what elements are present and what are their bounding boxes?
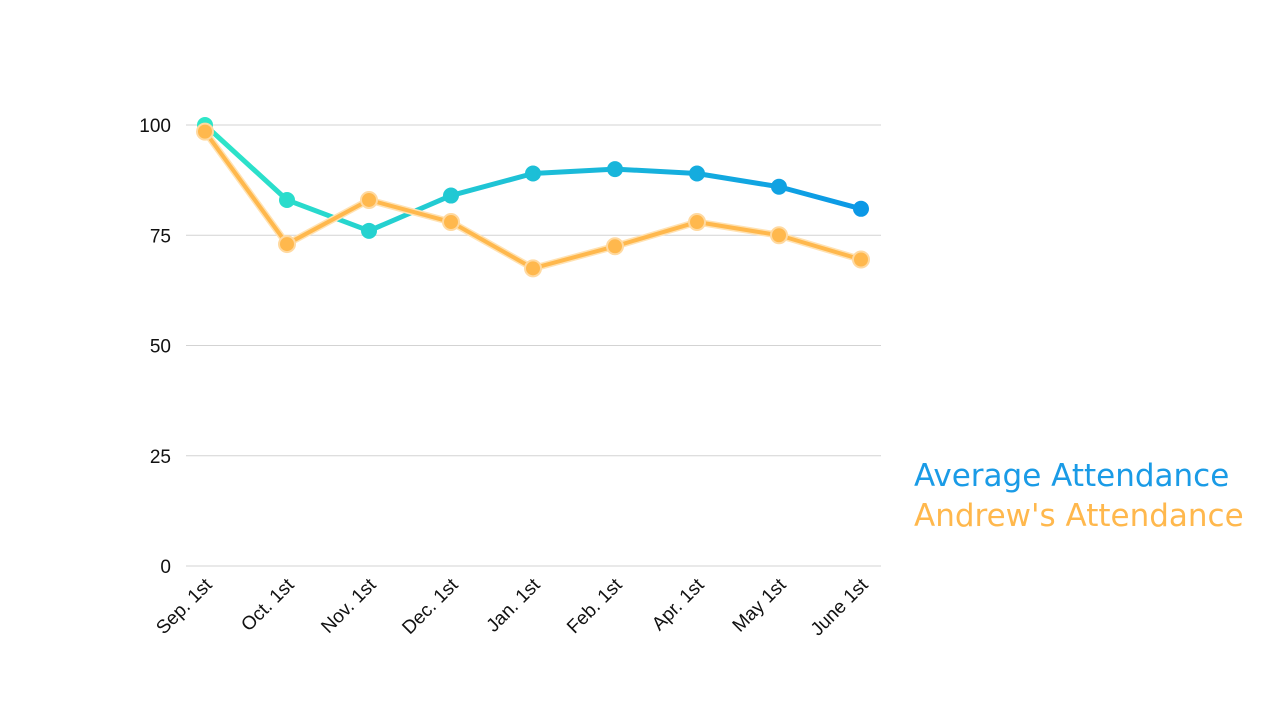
data-point-andrew-s-attendance bbox=[360, 190, 378, 209]
data-point-average-attendance bbox=[689, 165, 705, 182]
data-point-average-attendance bbox=[443, 187, 459, 204]
data-point-average-attendance bbox=[279, 191, 295, 208]
data-point-average-attendance bbox=[771, 178, 787, 195]
y-tick-label-75: 75 bbox=[150, 226, 171, 247]
data-point-average-attendance bbox=[525, 165, 541, 182]
x-tick-label: Dec. 1st bbox=[398, 574, 463, 639]
y-tick-label-50: 50 bbox=[150, 337, 171, 358]
x-tick-label: Feb. 1st bbox=[563, 574, 627, 638]
data-point-andrew-s-attendance bbox=[606, 237, 624, 256]
x-tick-label: May 1st bbox=[729, 574, 791, 636]
y-axis-ticks: 0 25 50 75 100 bbox=[139, 116, 171, 578]
data-point-average-attendance bbox=[853, 200, 869, 217]
data-point-andrew-s-attendance bbox=[196, 122, 214, 141]
data-point-andrew-s-attendance bbox=[442, 213, 460, 232]
data-point-andrew-s-attendance bbox=[770, 226, 788, 245]
series-line-andrew-s-attendance bbox=[203, 129, 863, 271]
data-point-andrew-s-attendance bbox=[278, 235, 296, 254]
x-tick-label: Jan. 1st bbox=[483, 574, 545, 636]
legend-entry-average-attendance: Average Attendance bbox=[914, 458, 1230, 494]
x-axis-ticks: Sep. 1st Oct. 1st Nov. 1st Dec. 1st Jan. 1st… bbox=[152, 574, 873, 640]
data-point-average-attendance bbox=[607, 161, 623, 178]
x-tick-label: Sep. 1st bbox=[152, 574, 217, 639]
x-tick-label: June 1st bbox=[807, 574, 873, 640]
data-point-andrew-s-attendance bbox=[852, 250, 870, 269]
x-tick-label: Apr. 1st bbox=[648, 574, 709, 635]
y-tick-label-0: 0 bbox=[160, 557, 171, 578]
x-tick-label: Nov. 1st bbox=[317, 574, 381, 638]
chart-legend: Average Attendance Andrew's Attendance bbox=[914, 456, 1244, 536]
y-tick-label-25: 25 bbox=[150, 447, 171, 468]
data-point-andrew-s-attendance bbox=[524, 259, 542, 278]
y-tick-label-100: 100 bbox=[139, 116, 171, 137]
data-point-average-attendance bbox=[361, 222, 377, 239]
series-line-halo-andrew-s-attendance bbox=[201, 128, 865, 272]
legend-entry-andrews-attendance: Andrew's Attendance bbox=[914, 498, 1244, 534]
x-tick-label: Oct. 1st bbox=[237, 574, 299, 636]
series-layer bbox=[196, 117, 870, 278]
data-point-andrew-s-attendance bbox=[688, 213, 706, 232]
